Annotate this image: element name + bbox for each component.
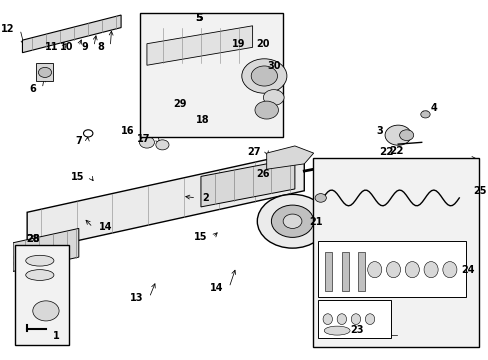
Ellipse shape xyxy=(367,262,381,278)
Ellipse shape xyxy=(336,314,346,324)
Ellipse shape xyxy=(246,48,258,61)
Text: 28: 28 xyxy=(26,234,40,244)
Circle shape xyxy=(399,130,413,140)
Text: 22: 22 xyxy=(379,147,393,157)
Text: 20: 20 xyxy=(256,40,269,49)
Text: 4: 4 xyxy=(430,103,436,113)
Text: 15: 15 xyxy=(193,232,206,242)
Circle shape xyxy=(314,194,325,202)
Bar xyxy=(312,158,479,347)
Circle shape xyxy=(271,205,313,237)
Ellipse shape xyxy=(365,314,374,324)
Circle shape xyxy=(254,101,278,119)
Polygon shape xyxy=(13,228,79,271)
Text: 26: 26 xyxy=(256,168,269,179)
Circle shape xyxy=(420,111,429,118)
Ellipse shape xyxy=(324,326,349,335)
Ellipse shape xyxy=(386,262,400,278)
Circle shape xyxy=(283,214,301,228)
Text: 18: 18 xyxy=(195,115,209,125)
Bar xyxy=(325,252,332,291)
Bar xyxy=(36,63,53,81)
Text: 11: 11 xyxy=(44,42,58,51)
Text: 6: 6 xyxy=(30,84,37,94)
Circle shape xyxy=(263,90,284,105)
Text: 19: 19 xyxy=(232,40,245,49)
Text: 15: 15 xyxy=(71,172,85,182)
Bar xyxy=(318,241,466,297)
Text: 23: 23 xyxy=(349,325,363,335)
Text: 14: 14 xyxy=(99,222,112,232)
Text: 9: 9 xyxy=(81,42,88,51)
Ellipse shape xyxy=(405,262,419,278)
Text: 25: 25 xyxy=(472,186,486,197)
Text: 29: 29 xyxy=(173,99,186,109)
Circle shape xyxy=(139,136,154,148)
Text: 7: 7 xyxy=(75,136,81,146)
Ellipse shape xyxy=(442,262,456,278)
Text: 17: 17 xyxy=(137,134,150,144)
Text: 27: 27 xyxy=(247,147,261,157)
Ellipse shape xyxy=(218,119,230,126)
Text: 22: 22 xyxy=(388,146,403,156)
Polygon shape xyxy=(27,151,304,252)
Polygon shape xyxy=(266,146,313,169)
Ellipse shape xyxy=(323,314,332,324)
Circle shape xyxy=(251,66,277,86)
Text: 8: 8 xyxy=(98,42,104,51)
Text: 13: 13 xyxy=(130,293,143,303)
Circle shape xyxy=(210,119,219,126)
Circle shape xyxy=(384,125,410,145)
Bar xyxy=(16,244,69,345)
Text: 1: 1 xyxy=(53,331,60,341)
Circle shape xyxy=(156,140,169,150)
Text: 16: 16 xyxy=(121,126,134,135)
Polygon shape xyxy=(201,158,294,207)
Text: 2: 2 xyxy=(202,193,208,203)
Ellipse shape xyxy=(350,314,360,324)
Ellipse shape xyxy=(26,270,54,280)
Circle shape xyxy=(39,67,51,77)
Text: 10: 10 xyxy=(60,42,73,51)
Text: 28: 28 xyxy=(26,234,40,244)
Ellipse shape xyxy=(270,48,282,61)
Ellipse shape xyxy=(26,255,54,266)
Text: 5: 5 xyxy=(194,13,202,23)
Circle shape xyxy=(257,194,327,248)
Polygon shape xyxy=(146,26,252,65)
Text: 30: 30 xyxy=(267,61,281,71)
Circle shape xyxy=(241,59,286,93)
Text: 14: 14 xyxy=(209,283,223,293)
Bar xyxy=(140,13,283,137)
Bar xyxy=(341,252,348,291)
Polygon shape xyxy=(22,15,121,53)
Bar xyxy=(318,300,390,338)
Bar xyxy=(358,252,365,291)
Text: 12: 12 xyxy=(1,24,15,35)
Text: 5: 5 xyxy=(194,13,202,23)
Text: 24: 24 xyxy=(461,265,474,275)
Circle shape xyxy=(33,301,59,321)
Text: 21: 21 xyxy=(308,217,322,227)
Ellipse shape xyxy=(423,262,437,278)
Circle shape xyxy=(83,130,93,137)
Text: 3: 3 xyxy=(376,126,383,135)
